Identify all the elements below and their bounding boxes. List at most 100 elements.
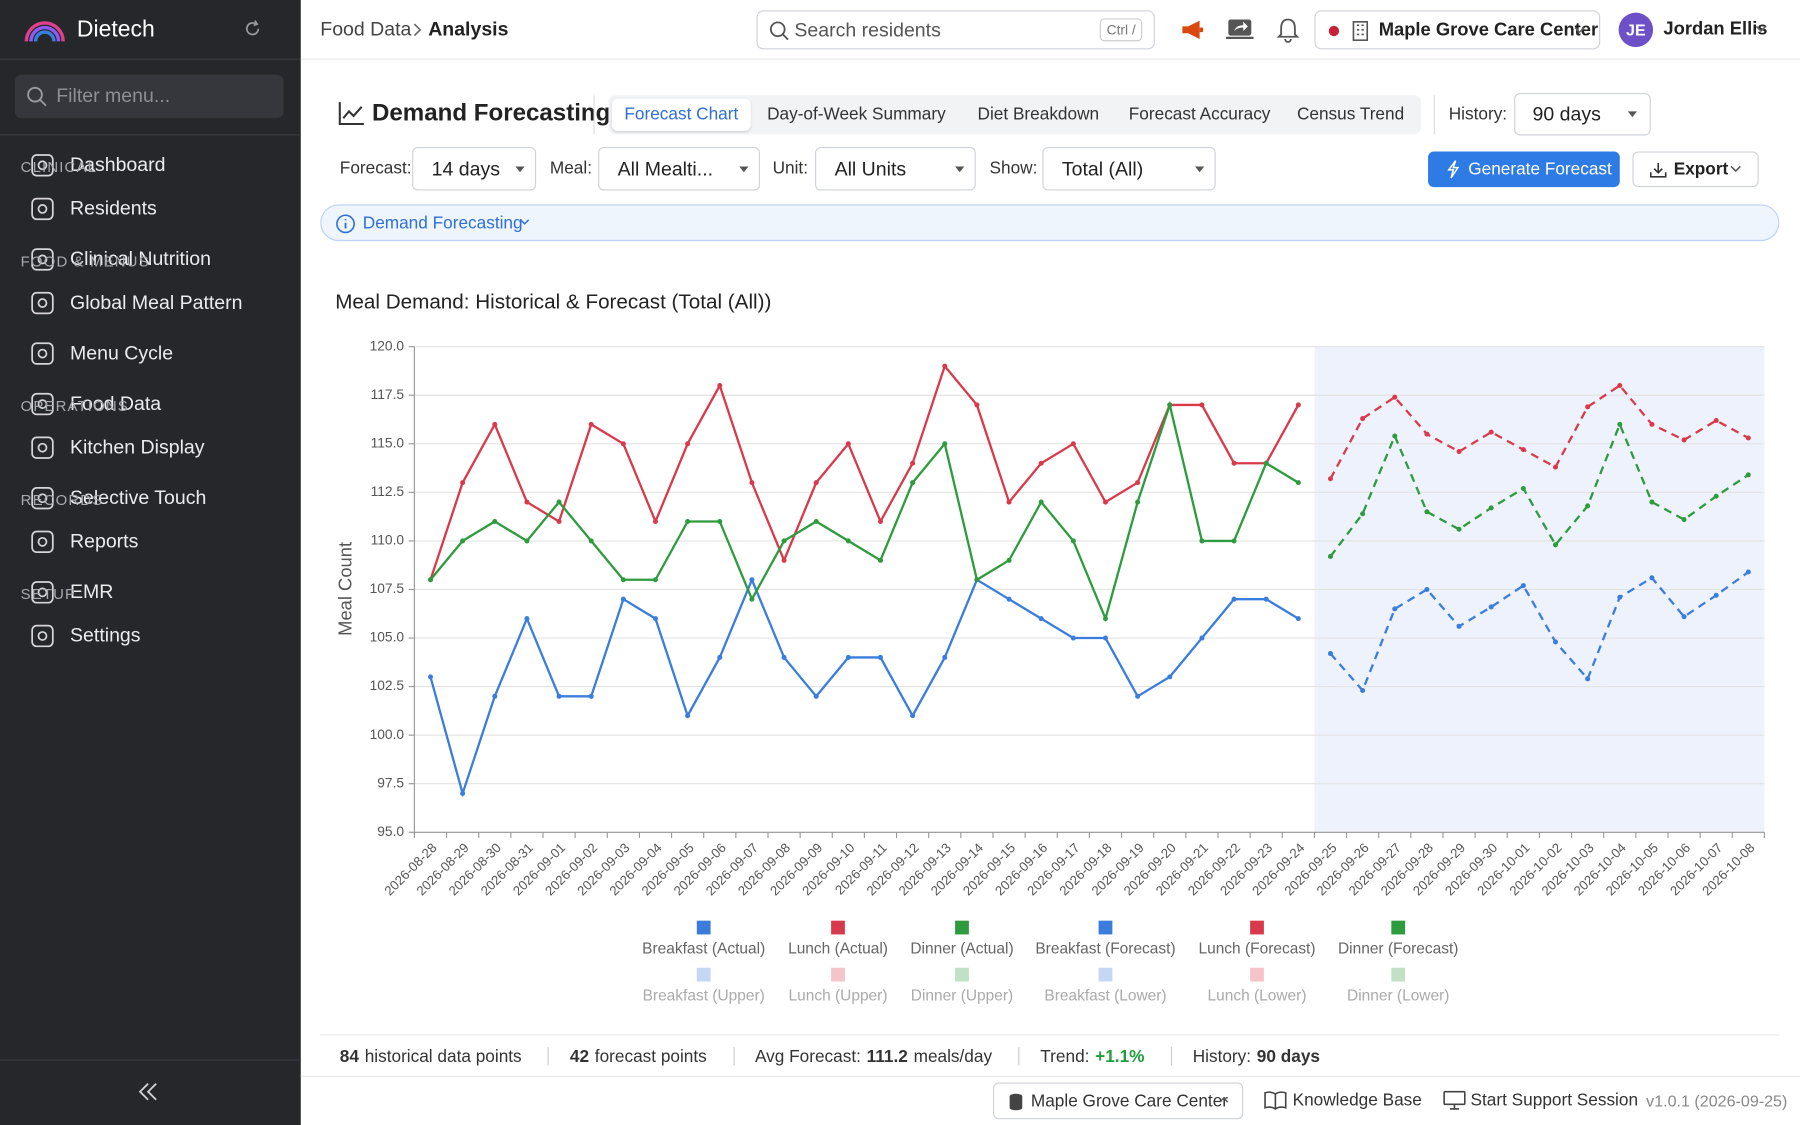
data-point	[1488, 604, 1494, 610]
filter-input[interactable]: Filter menu...	[14, 74, 284, 119]
data-point	[1327, 553, 1334, 559]
filter-select[interactable]: All Units	[815, 146, 976, 191]
legend-label: Lunch (Upper)	[789, 988, 888, 1005]
nav-label: EMR	[70, 580, 114, 603]
data-point	[781, 654, 787, 660]
data-point	[1360, 687, 1366, 694]
stats-bar: 84 historical data points 42 forecast point…	[340, 1045, 1326, 1068]
refresh-icon[interactable]	[243, 20, 261, 38]
nav-item[interactable]: Menu Cycle	[0, 331, 301, 377]
icon-shape	[37, 536, 48, 547]
nav-label: Settings	[70, 624, 141, 647]
data-point	[524, 538, 530, 544]
dropdown-arrow	[515, 166, 525, 173]
brand-logo	[24, 21, 65, 42]
footer-link[interactable]: Knowledge Base	[1292, 1090, 1422, 1111]
tab[interactable]: Diet Breakdown	[977, 104, 1100, 124]
chevron	[1730, 165, 1741, 173]
series-line	[1329, 571, 1750, 693]
data-point	[877, 518, 884, 525]
nav-item[interactable]: Residents	[0, 186, 301, 232]
icon-shape	[31, 248, 54, 271]
data-point	[1488, 505, 1494, 511]
data-point	[1713, 417, 1719, 424]
data-point	[685, 518, 691, 525]
header-border	[300, 58, 1800, 60]
data-point	[1295, 402, 1301, 408]
nav-item[interactable]: Settings	[0, 613, 301, 659]
search-box[interactable]: Search residents Ctrl /	[756, 10, 1155, 50]
chevron	[520, 219, 530, 225]
nav-label: Selective Touch	[70, 486, 207, 509]
legend-label: Dinner (Actual)	[910, 940, 1013, 957]
chart-icon	[338, 102, 364, 126]
export-button[interactable]: Export	[1632, 151, 1759, 188]
footer-facility-name: Maple Grove Care Center	[1030, 1091, 1229, 1112]
nav-item[interactable]: Kitchen Display	[0, 425, 301, 471]
data-point	[1617, 383, 1623, 389]
generate-button[interactable]: Generate Forecast	[1428, 151, 1620, 188]
data-point	[1745, 472, 1751, 478]
data-point	[1135, 499, 1141, 505]
legend-label: Dinner (Forecast)	[1338, 940, 1458, 957]
data-point	[781, 557, 787, 563]
footer-link[interactable]: Start Support Session	[1470, 1090, 1639, 1111]
data-point	[492, 421, 498, 427]
data-point	[942, 363, 948, 369]
filter-select[interactable]: Total (All)	[1042, 146, 1216, 191]
bolt-icon	[1447, 160, 1460, 179]
data-point	[1006, 596, 1012, 602]
icon-shape	[31, 580, 54, 604]
y-tick-label: 115.0	[371, 435, 405, 450]
announcement-icon[interactable]	[1180, 17, 1205, 42]
stat-label: Trend:	[1040, 1046, 1090, 1066]
tab[interactable]: Census Trend	[1296, 104, 1405, 124]
nav-item[interactable]: Clinical Nutrition	[0, 236, 301, 282]
nav-item[interactable]: EMR	[0, 569, 301, 615]
notifications-icon[interactable]	[1276, 16, 1300, 44]
stat-value: 90 days	[1256, 1046, 1320, 1066]
nav-icon	[31, 392, 54, 415]
version: v1.0.1 (2026-09-25)	[1646, 1091, 1788, 1111]
nav-section-title: RECORDS	[20, 491, 104, 509]
data-point	[1681, 437, 1687, 443]
nav-icon	[31, 624, 54, 648]
data-point	[1167, 402, 1173, 408]
nav-item[interactable]: Food Data	[0, 381, 301, 427]
user-name[interactable]: Jordan Ellis	[1663, 19, 1768, 40]
tab[interactable]: Forecast Accuracy	[1128, 104, 1271, 124]
data-point	[685, 441, 691, 447]
nav-item[interactable]: Selective Touch	[0, 475, 301, 521]
nav-item[interactable]: Reports	[0, 519, 301, 565]
data-point	[1135, 693, 1141, 699]
icon-shape	[37, 204, 48, 215]
data-point	[749, 577, 755, 583]
legend-label: Breakfast (Lower)	[1044, 988, 1166, 1005]
arrow-shape	[1195, 166, 1205, 173]
facility-selector[interactable]: Maple Grove Care Center	[1314, 10, 1601, 50]
info-bar[interactable]: Demand Forecasting	[320, 204, 1780, 242]
nav-section-title: CLINICAL	[20, 158, 98, 177]
collapse-icon[interactable]	[138, 1081, 159, 1102]
filter-select[interactable]: All Mealti...	[598, 146, 760, 191]
book-icon	[1264, 1091, 1287, 1110]
tab[interactable]: Day-of-Week Summary	[767, 104, 946, 124]
breadcrumb-current: Analysis	[428, 18, 509, 41]
filter-select[interactable]: 14 days	[412, 146, 537, 191]
history-select[interactable]: 90 days	[1514, 92, 1651, 136]
data-point	[1263, 460, 1269, 466]
nav-item[interactable]: Dashboard	[0, 142, 301, 188]
data-point	[556, 693, 562, 699]
series-line	[1329, 384, 1749, 480]
data-point	[749, 596, 755, 602]
breadcrumb[interactable]: Food Data	[320, 18, 412, 41]
avatar[interactable]: JE	[1618, 12, 1654, 48]
data-point	[1070, 538, 1076, 544]
stat-text: forecast points	[594, 1046, 707, 1066]
footer-facility[interactable]: Maple Grove Care Center	[992, 1082, 1244, 1120]
share-screen-icon[interactable]	[1226, 17, 1254, 42]
icon-shape	[37, 442, 48, 453]
stat-value: +1.1%	[1095, 1046, 1145, 1066]
nav-item[interactable]: Global Meal Pattern	[0, 281, 301, 327]
tab[interactable]: Forecast Chart	[611, 98, 751, 131]
